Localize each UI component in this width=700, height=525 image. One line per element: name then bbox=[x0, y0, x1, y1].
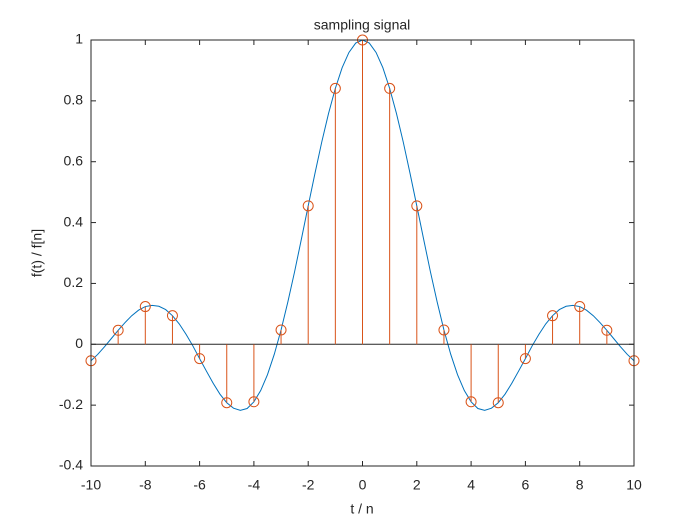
x-tick-label: 0 bbox=[359, 477, 367, 493]
stem-marker bbox=[302, 200, 314, 212]
stem-marker bbox=[492, 397, 504, 409]
x-tick-label: 10 bbox=[626, 477, 642, 493]
y-tick-label: -0.4 bbox=[59, 457, 83, 473]
stem-marker bbox=[601, 324, 613, 336]
x-tick-label: 6 bbox=[522, 477, 530, 493]
x-axis-label: t / n bbox=[350, 501, 373, 517]
stem-marker bbox=[574, 301, 586, 313]
stem-marker bbox=[465, 396, 477, 408]
x-tick-label: 4 bbox=[467, 477, 475, 493]
y-tick-label: 0 bbox=[75, 335, 83, 351]
y-tick-label: -0.2 bbox=[59, 396, 83, 412]
stem-marker bbox=[438, 324, 450, 336]
x-tick-label: 8 bbox=[576, 477, 584, 493]
stem-marker bbox=[221, 397, 233, 409]
y-axis-label: f(t) / f[n] bbox=[29, 229, 45, 277]
stem-marker bbox=[194, 353, 206, 365]
y-tick-label: 1 bbox=[75, 31, 83, 47]
stem-marker bbox=[519, 353, 531, 365]
stem-marker bbox=[411, 200, 423, 212]
y-tick-label: 0.8 bbox=[64, 92, 84, 108]
y-tick-label: 0.4 bbox=[64, 213, 84, 229]
x-tick-label: -4 bbox=[248, 477, 261, 493]
stem-marker bbox=[166, 310, 178, 322]
x-tick-label: -6 bbox=[193, 477, 206, 493]
y-tick-label: 0.6 bbox=[64, 152, 84, 168]
stem-marker bbox=[139, 301, 151, 313]
stem-marker bbox=[275, 324, 287, 336]
x-tick-label: -8 bbox=[139, 477, 152, 493]
stem-marker bbox=[384, 82, 396, 94]
stem-marker bbox=[112, 324, 124, 336]
x-tick-label: 2 bbox=[413, 477, 421, 493]
stem-marker bbox=[547, 310, 559, 322]
x-tick-label: -2 bbox=[302, 477, 315, 493]
y-tick-label: 0.2 bbox=[64, 274, 84, 290]
stem-marker bbox=[329, 82, 341, 94]
axes-box bbox=[90, 39, 635, 467]
stem-marker bbox=[248, 396, 260, 408]
chart-title: sampling signal bbox=[314, 17, 411, 33]
x-tick-label: -10 bbox=[81, 477, 101, 493]
